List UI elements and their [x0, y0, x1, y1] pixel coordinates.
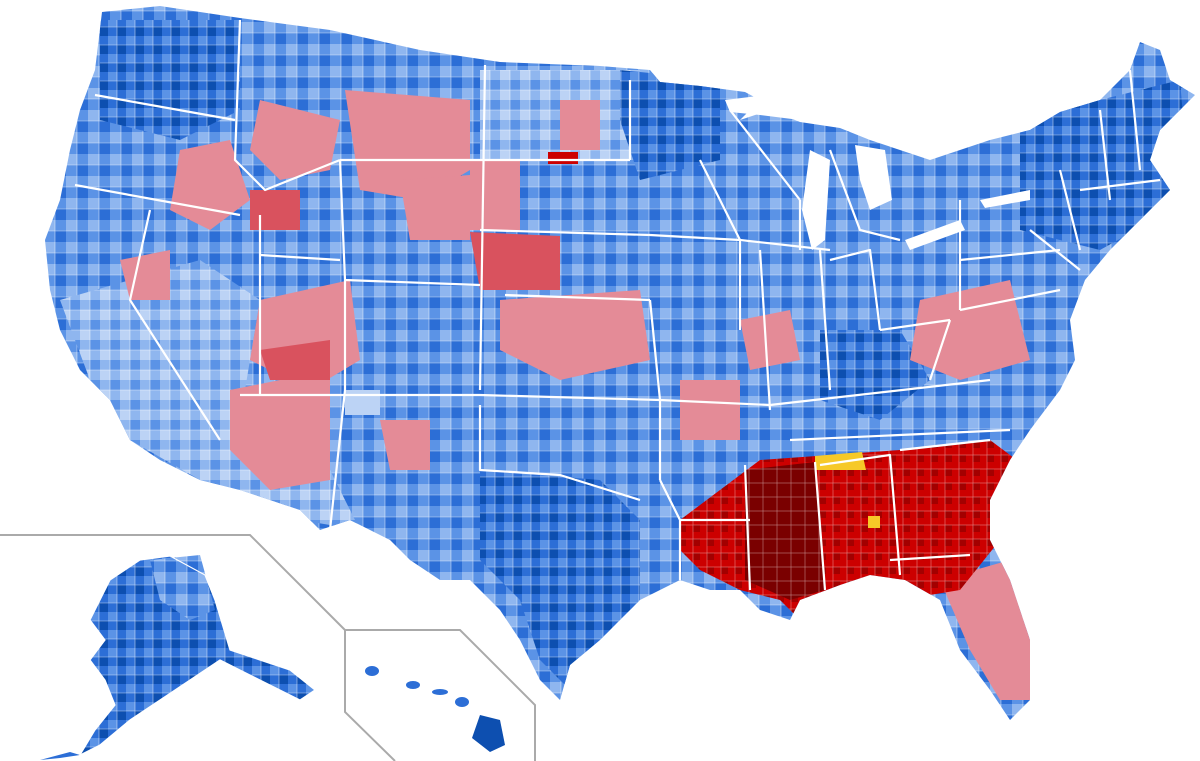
lake-huron [855, 145, 892, 210]
hawaii-inset-border [345, 629, 536, 761]
lake-superior [725, 92, 830, 120]
hawaii-big-island [472, 715, 505, 752]
north-dakota-strong-county [548, 152, 578, 164]
new-england-dark-region [1020, 80, 1190, 250]
lake-ontario [980, 190, 1030, 208]
hawaii-molokai [432, 689, 448, 695]
hawaii-oahu [406, 681, 420, 689]
hawaii-inset-left-border [344, 630, 396, 761]
hawaii-kauai [365, 666, 379, 676]
alaska-inset-border [0, 534, 346, 631]
minnesota-dark-region [620, 70, 720, 180]
state-borders [74, 19, 1161, 591]
alaska [40, 555, 317, 760]
hawaii [365, 666, 505, 752]
alaska-islands [40, 752, 80, 760]
alaska-border [78, 555, 317, 757]
alaska-mainland [80, 556, 315, 755]
appalachia-dark-region [820, 330, 930, 420]
nebraska-strong-region [470, 232, 560, 290]
texas-dark-region [480, 470, 640, 690]
light-county-new-mexico [345, 390, 380, 415]
hawaii-maui [455, 697, 469, 707]
other-party-county [868, 516, 880, 528]
inset-borders [0, 534, 536, 761]
lake-michigan [802, 150, 830, 250]
mississippi-region [745, 462, 825, 600]
great-lakes [725, 92, 1030, 250]
pacific-northwest-dark-region [100, 20, 240, 140]
utah-strong-region [260, 340, 330, 380]
idaho-strong-region [250, 190, 300, 230]
lake-erie [905, 220, 965, 250]
